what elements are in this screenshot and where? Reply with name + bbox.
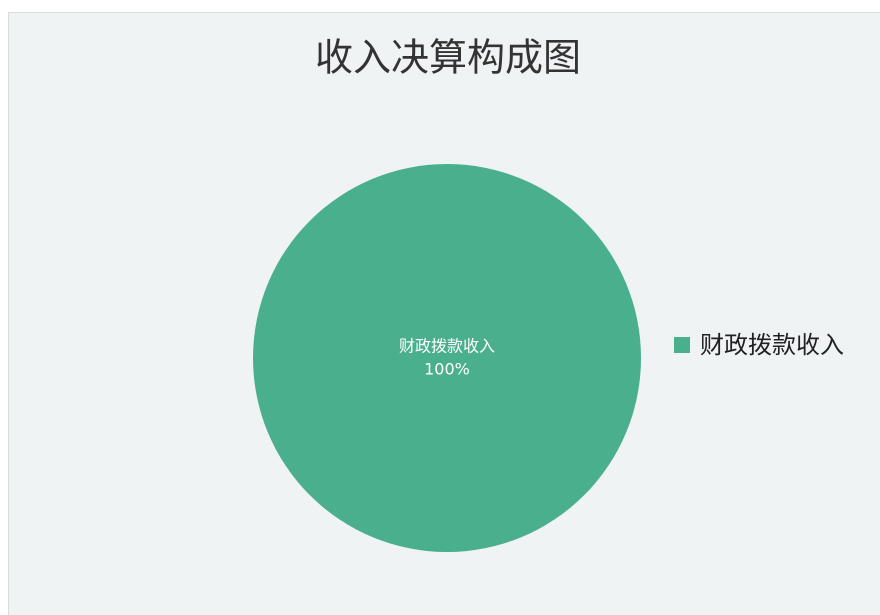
chart-title: 收入决算构成图	[315, 36, 581, 80]
legend-swatch	[674, 337, 690, 353]
legend-label: 财政拨款收入	[700, 331, 844, 359]
slice-value-label: 100%	[424, 360, 470, 379]
slice-label: 财政拨款收入	[399, 337, 495, 356]
pie-slice	[253, 164, 641, 552]
